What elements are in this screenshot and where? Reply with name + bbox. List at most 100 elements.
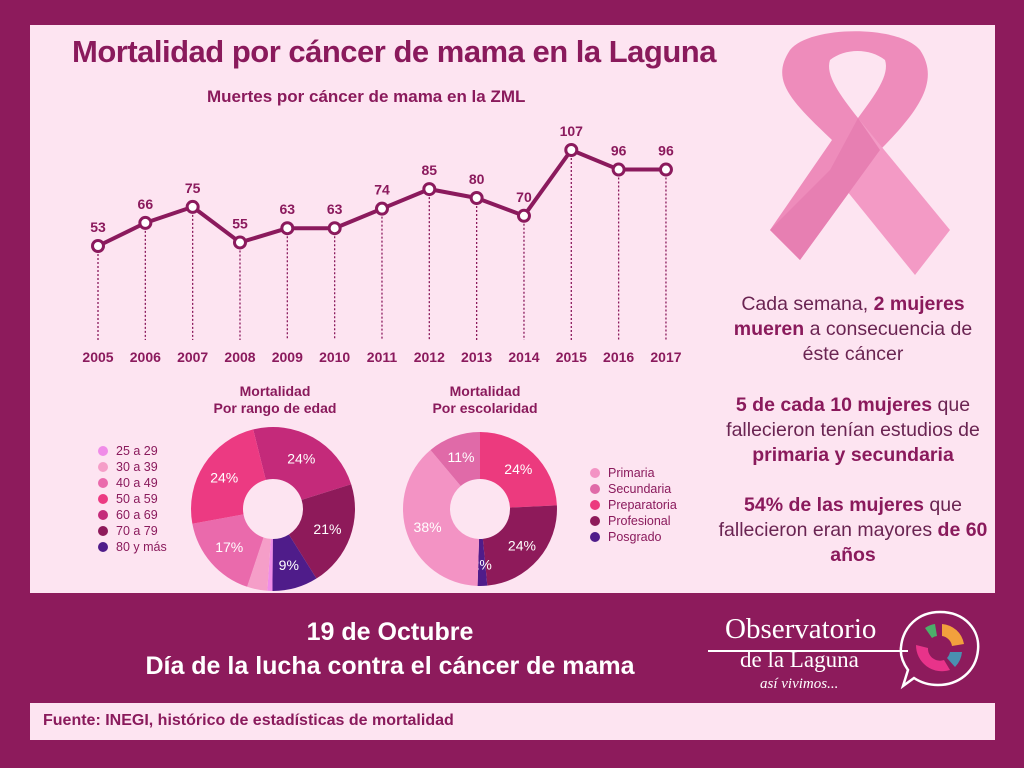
- donut-slice-60-a-69: [253, 427, 352, 500]
- legend-label: 70 a 79: [116, 524, 158, 538]
- education-donut-title: Mortalidad Por escolaridad: [405, 383, 565, 417]
- data-label: 53: [90, 219, 106, 235]
- x-tick-label: 2007: [177, 349, 208, 365]
- legend-item: Profesional: [590, 513, 677, 529]
- legend-item: 30 a 39: [98, 459, 167, 475]
- legend-label: 50 a 59: [116, 492, 158, 506]
- logo-line1: Observatorio: [725, 613, 877, 645]
- page-title: Mortalidad por cáncer de mama en la Lagu…: [72, 34, 716, 69]
- data-label: 63: [327, 201, 343, 217]
- legend-label: 40 a 49: [116, 476, 158, 490]
- donut-slice-Primaria: [403, 450, 480, 586]
- x-tick-label: 2011: [367, 349, 398, 365]
- stat-highlight: 54% de las mujeres: [744, 494, 924, 516]
- education-donut-title-line2: Por escolaridad: [432, 400, 538, 416]
- data-point: [91, 239, 105, 253]
- donut-slice-25-a-29: [267, 538, 273, 591]
- legend-item: Secundaria: [590, 481, 677, 497]
- legend-item: Preparatoria: [590, 497, 677, 513]
- data-label: 80: [469, 171, 485, 187]
- x-tick-label: 2008: [224, 349, 255, 365]
- pink-ribbon-icon: [770, 31, 950, 275]
- legend-swatch-icon: [590, 516, 600, 526]
- data-label: 63: [280, 201, 296, 217]
- data-label: 66: [138, 196, 154, 212]
- legend-swatch-icon: [98, 494, 108, 504]
- donut-slice-Preparatoria: [480, 432, 557, 508]
- data-point: [564, 143, 579, 157]
- legend-item: 50 a 59: [98, 491, 167, 507]
- data-point: [280, 221, 295, 236]
- speech-bubble-icon: [899, 610, 980, 690]
- observatorio-logo: Observatorio de la Laguna así vivimos...: [700, 600, 990, 700]
- logo-line2: de la Laguna: [740, 647, 859, 672]
- logo-divider: [708, 650, 908, 652]
- legend-swatch-icon: [98, 542, 108, 552]
- data-point: [469, 191, 484, 205]
- donut-slice-80-y-más: [272, 534, 317, 591]
- x-tick-label: 2012: [414, 349, 445, 365]
- age-donut-title-line2: Por rango de edad: [213, 400, 337, 416]
- legend-label: Posgrado: [608, 530, 662, 544]
- stat-highlight: 5 de cada 10 mujeres: [735, 394, 933, 416]
- x-tick-label: 2006: [130, 349, 161, 365]
- data-label: 96: [658, 143, 674, 159]
- x-tick-label: 2005: [82, 349, 113, 365]
- stat-text: que fallecieron eran mayores: [718, 494, 962, 541]
- data-label: 55: [232, 215, 248, 231]
- data-point: [611, 162, 626, 177]
- data-point: [138, 215, 153, 230]
- legend-item: 40 a 49: [98, 475, 167, 491]
- series-line: [97, 148, 666, 248]
- education-legend: Primaria Secundaria Preparatoria Profesiona…: [590, 465, 677, 545]
- data-point: [327, 221, 342, 236]
- slice-label: 38%: [414, 519, 442, 535]
- day-line: Día de la lucha contra el cáncer de mama: [145, 652, 635, 680]
- data-point: [232, 235, 247, 250]
- data-label: 107: [560, 123, 584, 139]
- stat-text: que fallecieron tenían estudios de: [726, 394, 980, 441]
- legend-label: 60 a 69: [116, 508, 158, 522]
- data-point: [658, 162, 673, 177]
- stat-highlight: primaria y secundaria: [752, 444, 954, 466]
- stat-highlight: 2 mujeres mueren: [733, 293, 965, 340]
- source-bar: Fuente: INEGI, histórico de estadísticas…: [30, 703, 995, 740]
- age-donut-title-line1: Mortalidad: [239, 383, 311, 399]
- x-tick-label: 2013: [461, 349, 492, 365]
- slice-label: 21%: [313, 521, 341, 537]
- data-point: [516, 208, 531, 223]
- legend-label: 80 y más: [116, 540, 167, 554]
- legend-swatch-icon: [98, 462, 108, 472]
- data-label: 74: [374, 182, 390, 198]
- legend-swatch-icon: [590, 484, 600, 494]
- donut-slice-Secundaria: [430, 432, 480, 487]
- stat-weekly-deaths: Cada semana, 2 mujeres mueren a consecue…: [718, 292, 988, 367]
- legend-label: Profesional: [608, 514, 671, 528]
- stat-highlight: de 60 años: [830, 519, 988, 566]
- legend-item: 80 y más: [98, 539, 167, 555]
- legend-swatch-icon: [590, 468, 600, 478]
- stat-text: Cada semana,: [741, 293, 874, 315]
- legend-swatch-icon: [590, 500, 600, 510]
- data-label: 85: [422, 162, 438, 178]
- commemoration: 19 de Octubre Día de la lucha contra el …: [100, 615, 680, 683]
- legend-item: 70 a 79: [98, 523, 167, 539]
- legend-label: 30 a 39: [116, 460, 158, 474]
- legend-swatch-icon: [98, 478, 108, 488]
- x-tick-label: 2009: [272, 349, 303, 365]
- legend-swatch-icon: [98, 446, 108, 456]
- slice-label: 11%: [448, 449, 475, 465]
- legend-item: Posgrado: [590, 529, 677, 545]
- legend-swatch-icon: [590, 532, 600, 542]
- age-legend: 25 a 29 30 a 39 40 a 49 50 a 59 60 a 69 70 a …: [98, 443, 167, 555]
- data-point: [185, 199, 200, 214]
- legend-item: Primaria: [590, 465, 677, 481]
- x-tick-label: 2016: [603, 349, 634, 365]
- donut-slice-50-a-59: [191, 429, 266, 524]
- x-tick-label: 2017: [650, 349, 681, 365]
- slice-label: 24%: [508, 537, 536, 553]
- legend-label: Secundaria: [608, 482, 672, 496]
- legend-swatch-icon: [98, 510, 108, 520]
- donut-slice-Profesional: [482, 505, 557, 586]
